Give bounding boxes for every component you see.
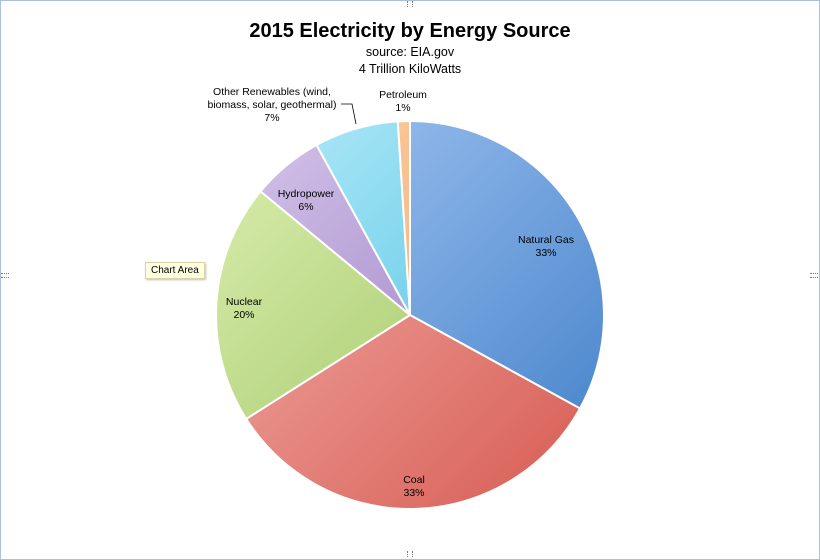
data-label-name-other-renewables-wind-biomass-solar-geothermal: Other Renewables (wind, <box>213 86 331 98</box>
data-label-value-other-renewables-wind-biomass-solar-geothermal: 7% <box>264 112 279 124</box>
chart-subtitle-total: 4 Trillion KiloWatts <box>359 62 461 76</box>
pie-slice-coal[interactable] <box>244 313 582 510</box>
data-label-name-hydropower: Hydropower <box>278 188 335 200</box>
data-label-name-nuclear: Nuclear <box>226 296 263 308</box>
pie-slices <box>215 119 605 510</box>
resize-handle-bottom[interactable] <box>407 551 413 557</box>
data-label-name-other-renewables-wind-biomass-solar-geothermal: biomass, solar, geothermal) <box>208 99 337 111</box>
pie-slice-nuclear[interactable] <box>215 189 412 421</box>
data-label-name-petroleum: Petroleum <box>379 89 427 101</box>
chart-title: 2015 Electricity by Energy Source <box>249 20 570 42</box>
data-label-name-coal: Coal <box>403 474 425 486</box>
data-label-value-hydropower: 6% <box>298 201 313 213</box>
data-label-value-coal: 33% <box>403 487 424 499</box>
chart-subtitle-source: source: EIA.gov <box>366 45 455 59</box>
resize-handle-top[interactable] <box>407 1 413 7</box>
resize-handle-right[interactable] <box>810 273 818 278</box>
data-label-value-natural-gas: 33% <box>535 247 556 259</box>
chart-area-tooltip: Chart Area <box>145 262 205 279</box>
leader-line-other-renewables <box>341 103 357 125</box>
pie-labels: Natural Gas33%Coal33%Nuclear20%Hydropowe… <box>208 86 575 499</box>
data-label-value-petroleum: 1% <box>395 102 410 114</box>
pie-slice-natural-gas[interactable] <box>409 119 605 410</box>
pie-slice-petroleum[interactable] <box>396 119 411 316</box>
data-label-name-natural-gas: Natural Gas <box>518 234 574 246</box>
resize-handle-left[interactable] <box>1 273 9 278</box>
data-label-value-nuclear: 20% <box>233 309 254 321</box>
